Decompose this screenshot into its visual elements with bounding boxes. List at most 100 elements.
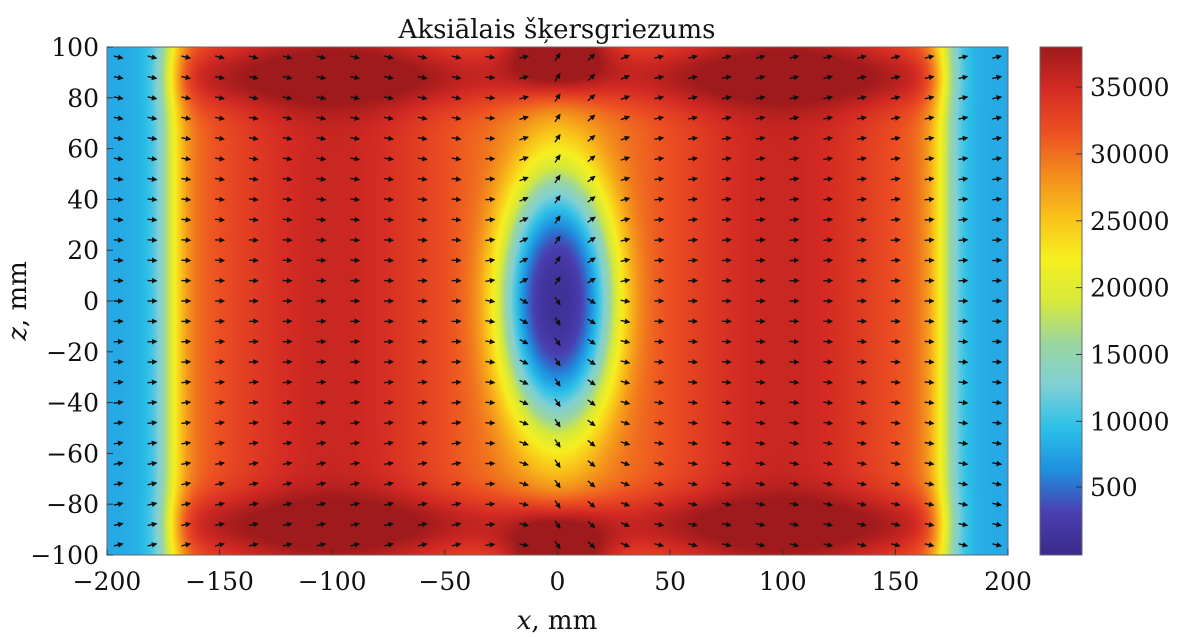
vector-arrow bbox=[958, 156, 969, 162]
vector-arrow bbox=[215, 440, 226, 447]
x-tick-label: −100 bbox=[298, 567, 367, 596]
vector-arrow bbox=[688, 176, 699, 182]
vector-arrow bbox=[890, 542, 901, 548]
vector-arrow bbox=[958, 460, 969, 467]
vector-arrow bbox=[215, 216, 226, 223]
vector-arrow bbox=[554, 418, 561, 428]
vector-arrow bbox=[992, 399, 1003, 406]
vector-arrow bbox=[350, 135, 361, 142]
vector-arrow bbox=[519, 237, 529, 243]
vector-arrow bbox=[755, 115, 766, 121]
y-tick-label: −100 bbox=[30, 541, 99, 570]
vector-arrow bbox=[417, 359, 428, 365]
vector-arrow bbox=[282, 74, 293, 81]
vector-arrow bbox=[417, 521, 428, 528]
vector-arrow bbox=[992, 196, 1003, 203]
vector-arrow bbox=[789, 399, 800, 406]
vector-arrow bbox=[823, 95, 834, 101]
vector-arrow bbox=[924, 359, 935, 365]
vector-arrow bbox=[485, 338, 496, 345]
vector-arrow bbox=[215, 420, 226, 426]
vector-arrow bbox=[316, 440, 327, 447]
vector-arrow bbox=[992, 359, 1003, 365]
vector-arrow bbox=[789, 501, 800, 507]
vector-arrow bbox=[282, 521, 293, 528]
vector-arrow bbox=[147, 95, 158, 101]
vector-arrow bbox=[248, 115, 259, 121]
vector-arrow bbox=[316, 501, 327, 507]
vector-arrow bbox=[417, 440, 428, 447]
vector-arrow bbox=[519, 54, 530, 60]
vector-arrow bbox=[519, 298, 529, 304]
vector-arrow bbox=[147, 176, 158, 182]
colorbar-tick-label: 20000 bbox=[1090, 274, 1170, 303]
vector-arrow bbox=[451, 379, 462, 386]
vector-arrow bbox=[958, 542, 969, 548]
vector-arrow bbox=[823, 420, 834, 426]
vector-arrow bbox=[620, 460, 631, 467]
vector-arrow bbox=[316, 216, 327, 223]
vector-arrow bbox=[147, 54, 158, 60]
vector-arrow bbox=[924, 135, 935, 142]
vector-arrow bbox=[587, 379, 596, 386]
vector-arrow bbox=[688, 460, 699, 467]
vector-arrow bbox=[654, 399, 665, 406]
vector-arrow bbox=[282, 176, 293, 182]
vector-arrow bbox=[215, 155, 226, 162]
vector-arrow bbox=[417, 216, 428, 223]
vector-arrow bbox=[890, 74, 901, 81]
vector-arrow bbox=[620, 54, 631, 60]
vector-arrow bbox=[688, 359, 699, 365]
vector-arrow bbox=[823, 196, 834, 203]
vector-arrow bbox=[688, 196, 699, 203]
vector-arrow bbox=[384, 420, 394, 426]
vector-arrow bbox=[924, 542, 935, 548]
vector-arrow bbox=[248, 501, 259, 507]
vector-arrow bbox=[958, 115, 969, 121]
vector-arrow bbox=[620, 521, 631, 528]
colorbar-tick-label: 30000 bbox=[1090, 140, 1170, 169]
vector-arrow bbox=[789, 156, 800, 162]
vector-arrow bbox=[721, 521, 732, 528]
vector-arrow bbox=[890, 54, 901, 60]
vector-arrow bbox=[857, 196, 867, 203]
vector-arrow bbox=[248, 74, 259, 81]
vector-arrow bbox=[721, 481, 732, 487]
vector-arrow bbox=[554, 72, 561, 82]
vector-arrow bbox=[857, 54, 867, 60]
vector-arrow bbox=[924, 521, 935, 528]
vector-arrow bbox=[992, 379, 1003, 386]
vector-arrow bbox=[688, 74, 698, 81]
vector-arrow bbox=[857, 216, 868, 223]
vector-arrow bbox=[890, 420, 901, 426]
vector-arrow bbox=[451, 440, 462, 447]
vector-arrow bbox=[554, 52, 561, 62]
vector-arrow bbox=[316, 155, 327, 162]
vector-arrow bbox=[316, 460, 327, 467]
vector-arrow bbox=[147, 440, 158, 447]
vector-arrow bbox=[384, 440, 394, 447]
vector-arrow bbox=[451, 155, 462, 162]
vector-arrow bbox=[147, 135, 158, 142]
vector-arrow bbox=[755, 176, 766, 182]
vector-arrow bbox=[248, 54, 259, 60]
vector-arrow bbox=[721, 216, 732, 223]
vector-arrow bbox=[958, 196, 969, 203]
x-tick-label: 50 bbox=[654, 567, 686, 596]
vector-arrow bbox=[282, 135, 293, 142]
vector-arrow bbox=[554, 276, 561, 285]
vector-arrow bbox=[384, 481, 394, 487]
vector-arrow bbox=[147, 74, 158, 81]
vector-arrow bbox=[958, 440, 969, 446]
vector-arrow bbox=[924, 115, 935, 121]
vector-arrow bbox=[417, 501, 428, 507]
vector-arrow bbox=[181, 115, 192, 121]
vector-arrow bbox=[519, 156, 529, 162]
vector-arrow bbox=[654, 542, 665, 548]
vector-arrow bbox=[654, 440, 665, 446]
vector-arrow bbox=[113, 440, 124, 447]
x-axis-symbol: x bbox=[517, 606, 532, 636]
vector-arrow bbox=[587, 134, 596, 142]
vector-arrow bbox=[721, 460, 732, 467]
vector-arrow bbox=[554, 154, 561, 163]
